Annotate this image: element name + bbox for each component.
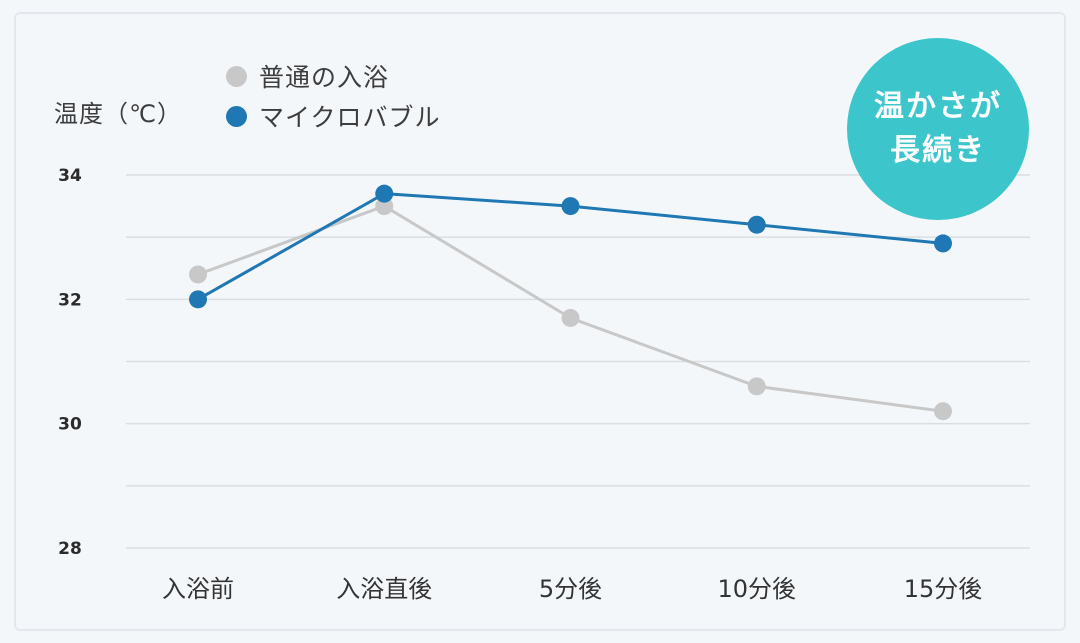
data-point — [561, 197, 580, 216]
data-point — [561, 308, 580, 327]
x-tick-label: 10分後 — [717, 575, 796, 603]
y-axis-ticks: 28 30 32 34 — [58, 166, 82, 559]
legend-label-microbubble: マイクロバブル — [259, 103, 441, 132]
y-tick-label: 34 — [58, 166, 82, 186]
legend-item-normal-bath: 普通の入浴 — [226, 56, 441, 96]
x-tick-label: 入浴直後 — [336, 575, 432, 603]
series — [189, 184, 952, 421]
data-point — [375, 184, 394, 203]
data-point — [375, 197, 394, 216]
data-point — [189, 265, 207, 284]
legend: 普通の入浴 マイクロバブル — [226, 56, 441, 136]
x-tick-label: 5分後 — [539, 575, 602, 603]
legend-marker-microbubble — [226, 105, 247, 127]
x-tick-label: 15分後 — [904, 575, 983, 603]
data-point — [934, 402, 952, 421]
gridlines — [126, 174, 1030, 549]
data-point — [747, 215, 766, 234]
series-microbubble — [189, 184, 952, 309]
y-tick-label: 28 — [58, 539, 82, 559]
warmth-badge: 温かさが 長続き — [847, 38, 1029, 220]
legend-item-microbubble: マイクロバブル — [226, 96, 441, 136]
x-tick-label: 入浴前 — [162, 575, 234, 603]
y-tick-label: 32 — [58, 290, 82, 310]
y-axis-label: 温度（℃） — [54, 100, 182, 128]
y-tick-label: 30 — [58, 415, 82, 435]
series-normal-bath — [189, 197, 952, 421]
legend-label-normal-bath: 普通の入浴 — [259, 63, 390, 92]
x-axis-ticks: 入浴前 入浴直後 5分後 10分後 15分後 — [162, 575, 982, 603]
legend-marker-normal-bath — [226, 65, 247, 87]
data-point — [747, 377, 766, 396]
data-point — [934, 234, 952, 253]
badge-line-2: 長続き — [890, 133, 986, 168]
badge-line-1: 温かさが — [874, 89, 1002, 124]
data-point — [189, 290, 207, 309]
